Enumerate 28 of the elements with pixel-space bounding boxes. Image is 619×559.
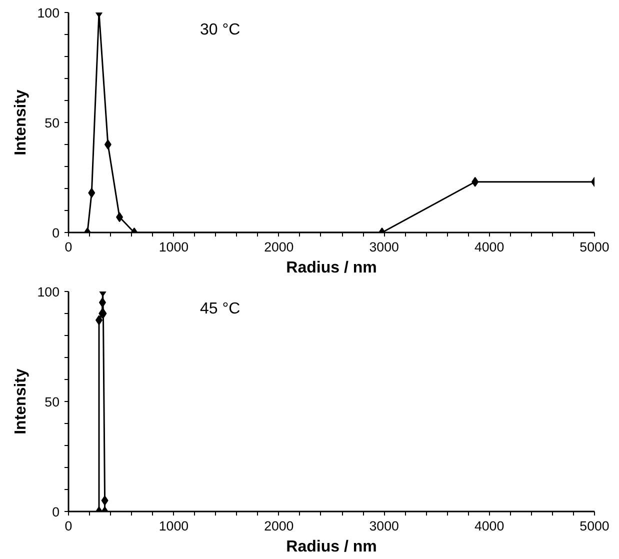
x-tick-label: 5000 xyxy=(580,518,610,534)
x-axis-title: Radius / nm xyxy=(286,538,377,556)
y-tick-label: 100 xyxy=(37,6,60,20)
y-axis-title: Intensity xyxy=(12,368,30,434)
x-tick-label: 2000 xyxy=(264,240,294,254)
x-tick-label: 3000 xyxy=(369,518,399,534)
x-tick-label: 1000 xyxy=(158,240,189,254)
y-tick-label: 0 xyxy=(52,226,60,240)
point xyxy=(88,188,96,198)
point xyxy=(104,140,112,150)
y-tick-label: 0 xyxy=(52,504,60,520)
point xyxy=(472,176,479,187)
point xyxy=(116,212,124,222)
y-tick-label: 50 xyxy=(44,394,60,410)
x-tick-label: 2000 xyxy=(264,518,294,534)
x-tick-label: 0 xyxy=(64,240,72,254)
x-tick-label: 4000 xyxy=(474,518,504,534)
annotation: 30 °C xyxy=(200,21,240,38)
x-tick-label: 1000 xyxy=(158,518,189,534)
annotation: 45 °C xyxy=(200,300,240,318)
y-axis-title: Intensity xyxy=(12,90,30,156)
y-tick-label: 50 xyxy=(44,116,60,130)
x-tick-label: 5000 xyxy=(580,240,610,254)
x-tick-label: 4000 xyxy=(474,240,504,254)
y-tick-label: 100 xyxy=(37,284,60,300)
x-axis-title: Radius / nm xyxy=(286,260,377,276)
x-tick-label: 3000 xyxy=(369,240,399,254)
x-tick-label: 0 xyxy=(64,518,72,534)
